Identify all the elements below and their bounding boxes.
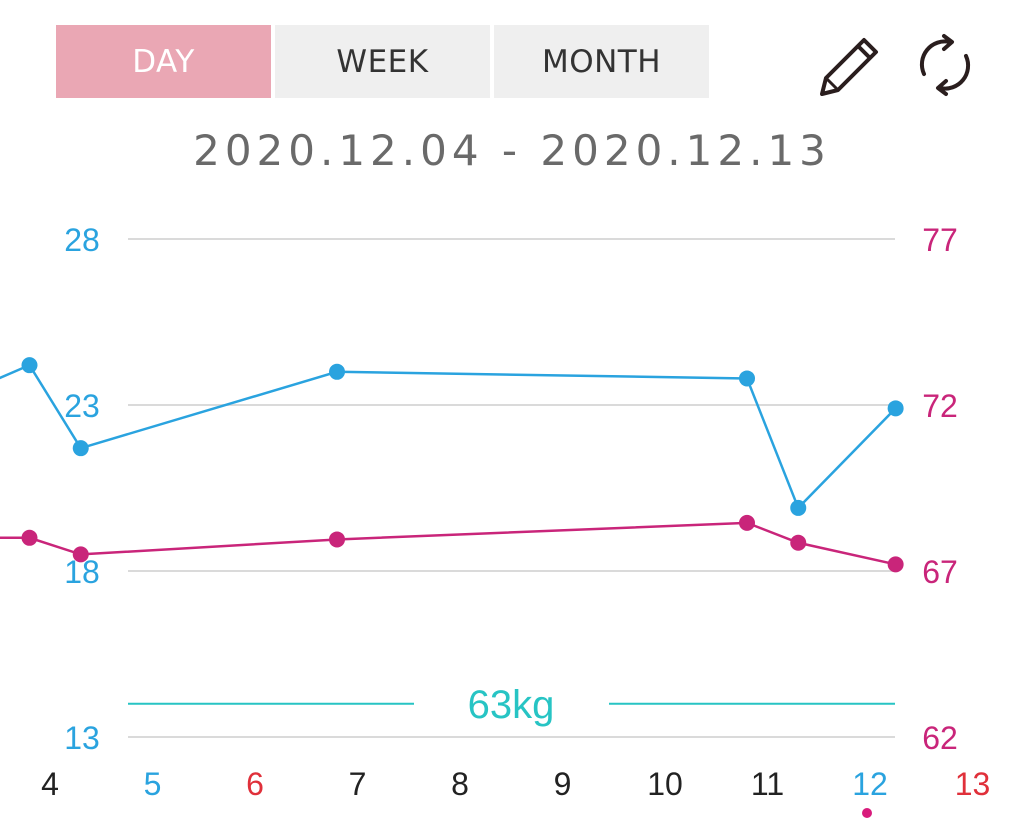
data-point-right xyxy=(790,534,807,551)
y-left-tick-label: 13 xyxy=(64,720,100,756)
data-point-left xyxy=(21,357,38,374)
tab-day[interactable]: DAY xyxy=(56,25,271,98)
x-tick-label: 9 xyxy=(554,766,572,802)
x-tick-label: 4 xyxy=(41,766,59,802)
x-tick-label: 7 xyxy=(349,766,367,802)
target-label: 63kg xyxy=(468,683,555,727)
tab-month[interactable]: MONTH xyxy=(494,25,709,98)
series-line-left xyxy=(0,363,897,511)
x-tick-label: 10 xyxy=(647,766,683,802)
series-line-right xyxy=(0,521,896,566)
data-point-left xyxy=(72,440,89,457)
refresh-button[interactable] xyxy=(910,30,980,100)
y-right-tick-label: 77 xyxy=(922,222,958,258)
data-point-right xyxy=(21,529,38,546)
data-point-left xyxy=(329,363,345,380)
data-point-right xyxy=(72,546,89,563)
data-point-left xyxy=(739,370,755,387)
x-tick-label: 11 xyxy=(751,766,784,802)
date-range: 2020.12.04 - 2020.12.13 xyxy=(193,126,831,175)
period-tabs: DAY WEEK MONTH xyxy=(56,25,709,98)
y-right-tick-label: 72 xyxy=(922,388,958,424)
x-tick-label: 12 xyxy=(852,766,888,802)
x-tick-label: 6 xyxy=(246,766,264,802)
data-point-right xyxy=(329,531,345,548)
today-marker-dot xyxy=(862,808,872,818)
data-point-left xyxy=(887,400,904,417)
y-left-tick-label: 23 xyxy=(64,388,100,424)
x-tick-label: 8 xyxy=(451,766,469,802)
data-point-right xyxy=(887,556,904,573)
edit-button[interactable] xyxy=(814,30,884,100)
x-tick-label: 5 xyxy=(144,766,162,802)
data-point-right xyxy=(739,514,755,531)
x-tick-label: 13 xyxy=(955,766,991,802)
data-point-left xyxy=(790,499,807,516)
y-right-tick-label: 62 xyxy=(922,720,958,756)
pencil-icon xyxy=(820,38,878,96)
y-left-tick-label: 28 xyxy=(64,222,100,258)
refresh-icon xyxy=(919,34,971,96)
y-right-tick-label: 67 xyxy=(922,554,958,590)
tab-week[interactable]: WEEK xyxy=(275,25,490,98)
